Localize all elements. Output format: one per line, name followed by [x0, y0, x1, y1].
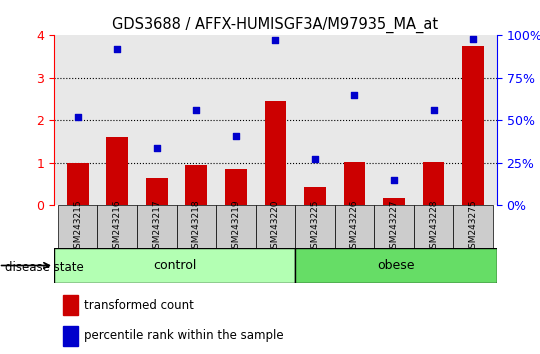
Bar [177, 205, 216, 248]
Text: GSM243275: GSM243275 [469, 199, 477, 254]
Bar [374, 205, 414, 248]
Point [232, 133, 240, 138]
Text: GSM243218: GSM243218 [192, 199, 201, 254]
Bar [383, 198, 405, 205]
Bar [343, 162, 366, 205]
Text: GSM243225: GSM243225 [310, 199, 320, 254]
Point [73, 114, 82, 120]
Title: GDS3688 / AFFX-HUMISGF3A/M97935_MA_at: GDS3688 / AFFX-HUMISGF3A/M97935_MA_at [112, 16, 438, 33]
Point [429, 107, 438, 113]
Bar [63, 326, 78, 346]
Text: GSM243226: GSM243226 [350, 199, 359, 254]
Point [310, 156, 319, 162]
Bar [216, 205, 255, 248]
Bar [54, 248, 295, 283]
Bar [98, 205, 137, 248]
Bar [58, 205, 98, 248]
Bar [67, 163, 89, 205]
Text: GSM243216: GSM243216 [113, 199, 122, 254]
Bar [185, 165, 207, 205]
Bar [335, 205, 374, 248]
Bar [295, 248, 497, 283]
Bar [414, 205, 453, 248]
Point [390, 177, 399, 183]
Bar [106, 137, 128, 205]
Bar [304, 188, 326, 205]
Text: GSM243220: GSM243220 [271, 199, 280, 254]
Text: GSM243215: GSM243215 [73, 199, 82, 254]
Point [271, 38, 280, 43]
Bar [423, 162, 444, 205]
Point [469, 36, 477, 42]
Text: GSM243219: GSM243219 [231, 199, 240, 254]
Bar [255, 205, 295, 248]
Bar [453, 205, 493, 248]
Bar [146, 178, 167, 205]
Point [152, 145, 161, 150]
Bar [265, 101, 286, 205]
Bar [225, 169, 247, 205]
Point [350, 92, 359, 98]
Text: percentile rank within the sample: percentile rank within the sample [84, 329, 284, 342]
Text: obese: obese [377, 259, 415, 272]
Text: GSM243227: GSM243227 [389, 199, 399, 254]
Point [113, 46, 122, 52]
Bar [137, 205, 177, 248]
Text: control: control [153, 259, 196, 272]
Point [192, 107, 201, 113]
Bar [63, 295, 78, 315]
Bar [462, 46, 484, 205]
Text: transformed count: transformed count [84, 299, 194, 312]
Bar [295, 205, 335, 248]
Text: GSM243217: GSM243217 [152, 199, 161, 254]
Text: disease state: disease state [5, 261, 84, 274]
Text: GSM243228: GSM243228 [429, 199, 438, 254]
